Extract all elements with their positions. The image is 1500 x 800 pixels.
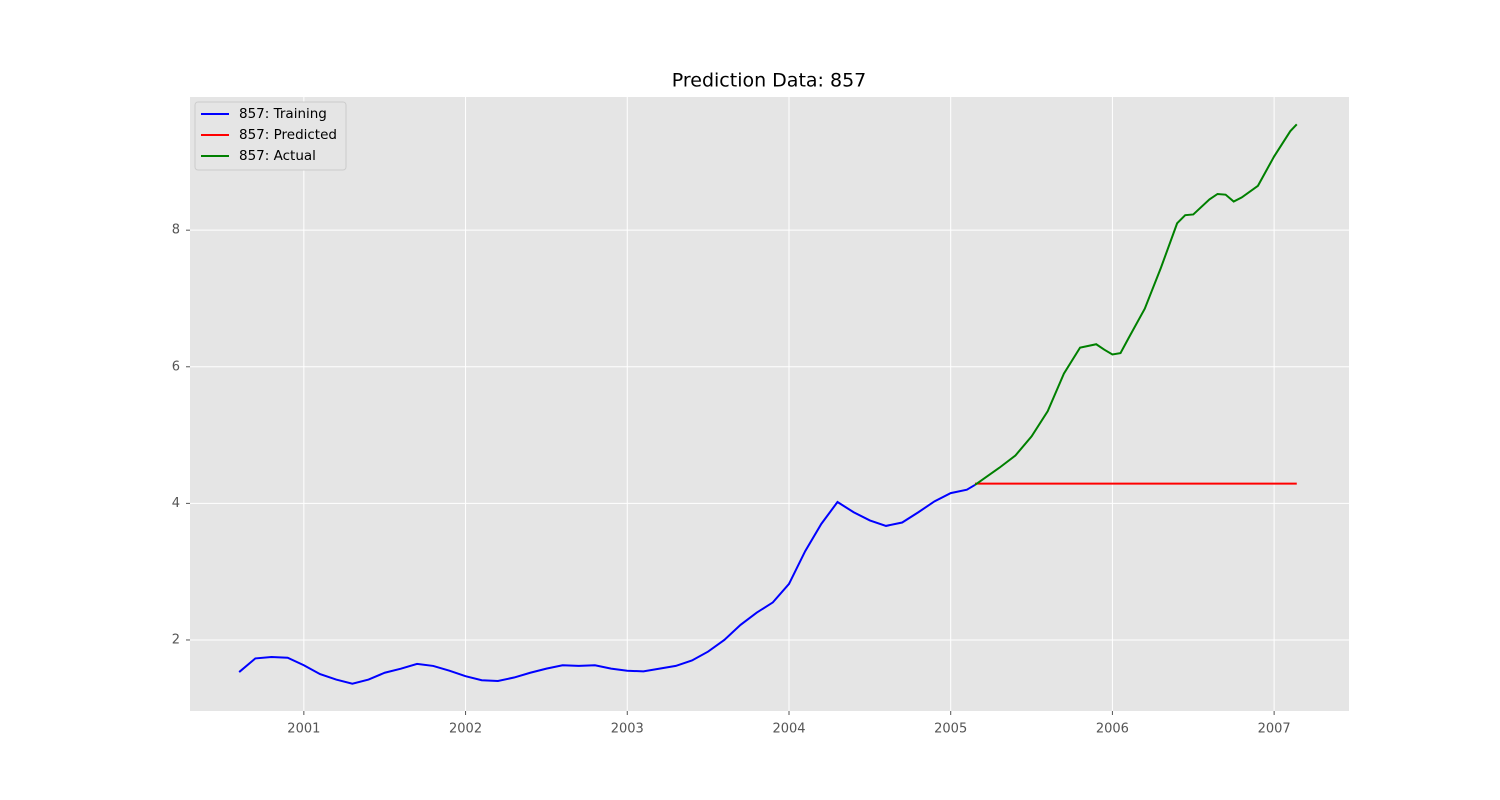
y-tick-label: 8 (172, 223, 180, 238)
x-tick-label: 2002 (449, 722, 482, 737)
plot-area (190, 97, 1349, 711)
x-tick-label: 2001 (287, 722, 320, 737)
legend-label: 857: Training (239, 106, 327, 122)
legend-box (194, 101, 347, 171)
y-tick-label: 4 (172, 496, 180, 511)
legend-label: 857: Predicted (239, 127, 337, 143)
legend-label: 857: Actual (239, 148, 316, 164)
x-tick-label: 2006 (1096, 722, 1129, 737)
x-tick-label: 2004 (772, 722, 805, 737)
line-series (974, 123, 1298, 486)
line-series (238, 484, 976, 685)
y-tick-label: 6 (172, 359, 180, 374)
x-tick-label: 2003 (611, 722, 644, 737)
x-tick-label: 2005 (934, 722, 967, 737)
x-tick-label: 2007 (1258, 722, 1291, 737)
chart-title: Prediction Data: 857 (672, 70, 867, 92)
y-tick-label: 2 (172, 632, 180, 647)
